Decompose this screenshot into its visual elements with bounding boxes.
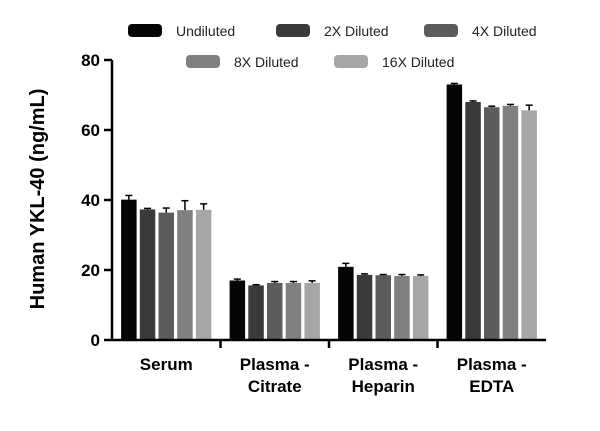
legend-label: 4X Diluted bbox=[472, 23, 537, 39]
bar bbox=[412, 275, 429, 340]
bar bbox=[248, 285, 264, 340]
x-category-label: Serum bbox=[140, 355, 193, 374]
bar bbox=[267, 282, 283, 340]
y-tick-label: 40 bbox=[81, 191, 100, 210]
legend-label: Undiluted bbox=[176, 23, 235, 39]
y-tick-label: 60 bbox=[81, 121, 100, 140]
legend-swatch bbox=[334, 55, 368, 68]
x-category-label: Plasma -Citrate bbox=[240, 355, 310, 396]
legend-swatch bbox=[128, 24, 162, 37]
y-axis: 0 20 40 60 80 bbox=[81, 51, 114, 350]
bar bbox=[521, 110, 537, 341]
y-tick-label: 0 bbox=[91, 331, 100, 350]
legend-label: 8X Diluted bbox=[234, 54, 299, 70]
bar bbox=[446, 84, 463, 340]
bar bbox=[394, 275, 410, 340]
bar bbox=[502, 105, 519, 340]
bar bbox=[465, 102, 481, 340]
bar bbox=[229, 280, 246, 340]
legend-swatch bbox=[186, 55, 220, 68]
bar bbox=[195, 209, 212, 340]
bar bbox=[356, 274, 373, 340]
bar bbox=[139, 209, 156, 340]
bar bbox=[121, 199, 137, 340]
legend-swatch bbox=[276, 24, 310, 37]
bar bbox=[375, 275, 391, 340]
bars bbox=[121, 82, 537, 341]
bar bbox=[285, 282, 302, 340]
x-category-label: Plasma -EDTA bbox=[457, 355, 527, 396]
y-tick-label: 20 bbox=[81, 261, 100, 280]
legend-label: 2X Diluted bbox=[324, 23, 389, 39]
bar bbox=[304, 282, 320, 340]
y-tick-label: 80 bbox=[81, 51, 100, 70]
legend: Undiluted 2X Diluted 4X Diluted 8X Diluted 1… bbox=[128, 23, 537, 70]
x-axis: Serum Plasma -Citrate Plasma -Heparin Plasm… bbox=[112, 338, 546, 396]
bar bbox=[338, 266, 354, 340]
bar bbox=[177, 210, 193, 340]
x-category-label: Plasma -Heparin bbox=[348, 355, 418, 396]
legend-label: 16X Diluted bbox=[382, 54, 454, 70]
bar bbox=[484, 107, 500, 340]
legend-swatch bbox=[424, 24, 458, 37]
y-axis-label: Human YKL-40 (ng/mL) bbox=[27, 89, 49, 310]
bar bbox=[158, 212, 174, 340]
